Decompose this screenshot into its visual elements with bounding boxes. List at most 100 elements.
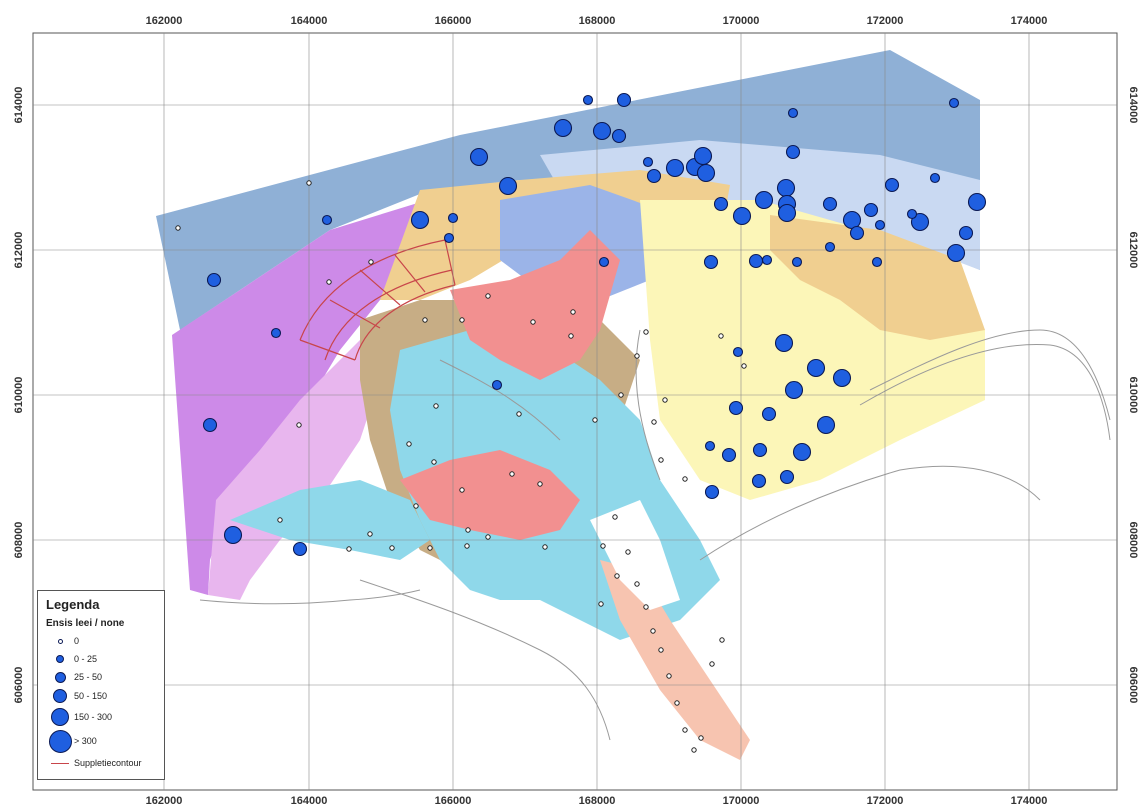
contour-spoke — [359, 269, 401, 306]
sample-marker — [709, 661, 715, 667]
sample-marker — [206, 272, 222, 288]
sample-marker — [910, 212, 930, 232]
sample-marker — [874, 219, 886, 231]
marker-size-icon — [53, 689, 67, 703]
sample-marker — [469, 147, 489, 167]
area-pink-lagoon — [208, 320, 380, 600]
sample-marker — [422, 317, 428, 323]
sample-marker — [674, 700, 680, 706]
sample-marker — [634, 353, 640, 359]
sample-marker — [728, 400, 744, 416]
sample-marker — [967, 192, 987, 212]
sample-marker — [787, 107, 799, 119]
sample-marker — [958, 225, 974, 241]
sample-marker — [732, 346, 744, 358]
legend-panel: Legenda Ensis leei / none 0 0 - 25 25 - … — [37, 590, 165, 780]
sample-marker — [774, 333, 794, 353]
sample-marker — [732, 206, 752, 226]
sample-marker — [666, 673, 672, 679]
marker-size-icon — [48, 729, 72, 753]
x-tick-top: 174000 — [1011, 15, 1048, 27]
sample-marker — [691, 747, 697, 753]
sample-marker — [346, 546, 352, 552]
x-tick-bottom: 164000 — [291, 795, 328, 807]
contour-arc — [354, 284, 456, 361]
sample-marker — [642, 156, 654, 168]
sample-marker — [650, 628, 656, 634]
sample-marker — [849, 225, 865, 241]
y-tick-left: 606000 — [13, 667, 25, 704]
sample-marker — [459, 487, 465, 493]
sample-marker — [431, 459, 437, 465]
marker-size-icon — [56, 655, 64, 663]
sample-marker — [485, 293, 491, 299]
sample-marker — [498, 176, 518, 196]
sample-marker — [485, 534, 491, 540]
sample-marker — [696, 163, 716, 183]
sample-marker — [719, 637, 725, 643]
y-axis-right: 614000 612000 610000 608000 606000 — [1127, 87, 1139, 704]
area-sand-east — [770, 215, 985, 340]
legend-item-label: 0 - 25 — [74, 654, 98, 664]
sample-marker — [871, 256, 883, 268]
sample-marker — [537, 481, 543, 487]
contour-line — [199, 589, 421, 605]
x-tick-top: 172000 — [867, 15, 904, 27]
sample-marker — [703, 254, 719, 270]
sample-marker — [643, 604, 649, 610]
y-tick-right: 612000 — [1127, 232, 1139, 269]
sample-marker — [277, 517, 283, 523]
sample-marker — [611, 128, 627, 144]
sample-marker — [806, 358, 826, 378]
sample-marker — [658, 647, 664, 653]
x-tick-bottom: 166000 — [435, 795, 472, 807]
sample-marker — [202, 417, 218, 433]
sample-marker — [413, 503, 419, 509]
sample-marker — [785, 144, 801, 160]
x-tick-top: 168000 — [579, 15, 616, 27]
y-tick-right: 614000 — [1127, 87, 1139, 124]
legend-item-label: 150 - 300 — [74, 712, 113, 722]
sample-marker — [530, 319, 536, 325]
marker-size-icon — [51, 708, 69, 726]
legend-item: 50 - 150 — [46, 686, 156, 706]
sample-marker — [682, 476, 688, 482]
sample-marker — [367, 531, 373, 537]
x-tick-bottom: 174000 — [1011, 795, 1048, 807]
sample-marker — [459, 317, 465, 323]
area-salmon-patches — [450, 230, 620, 380]
sample-marker — [598, 256, 610, 268]
sample-marker — [516, 411, 522, 417]
y-tick-left: 614000 — [13, 87, 25, 124]
legend-item-label: 50 - 150 — [74, 691, 108, 701]
contour-line — [859, 343, 1111, 441]
sample-marker — [682, 727, 688, 733]
sample-marker — [948, 97, 960, 109]
sample-marker — [612, 514, 618, 520]
legend-item-label: Suppletiecontour — [74, 758, 142, 768]
sample-marker — [634, 581, 640, 587]
sample-marker — [884, 177, 900, 193]
y-tick-right: 608000 — [1127, 522, 1139, 559]
legend-subtitle: Ensis leei / none — [46, 618, 125, 629]
legend-item: > 300 — [46, 728, 156, 754]
sample-marker — [662, 397, 668, 403]
sample-marker — [658, 457, 664, 463]
sample-marker — [598, 601, 604, 607]
sample-marker — [824, 241, 836, 253]
legend-item: 0 - 25 — [46, 650, 156, 668]
x-tick-top: 164000 — [291, 15, 328, 27]
sample-marker — [542, 544, 548, 550]
sample-marker — [761, 254, 773, 266]
marker-size-icon — [57, 638, 63, 644]
sample-marker — [929, 172, 941, 184]
sample-marker — [410, 210, 430, 230]
x-tick-top: 166000 — [435, 15, 472, 27]
sample-marker — [832, 368, 852, 388]
sample-marker — [570, 309, 576, 315]
contour-line — [869, 329, 1111, 421]
sample-marker — [792, 442, 812, 462]
contour-line — [359, 579, 611, 741]
x-tick-top: 170000 — [723, 15, 760, 27]
sample-marker — [368, 259, 374, 265]
